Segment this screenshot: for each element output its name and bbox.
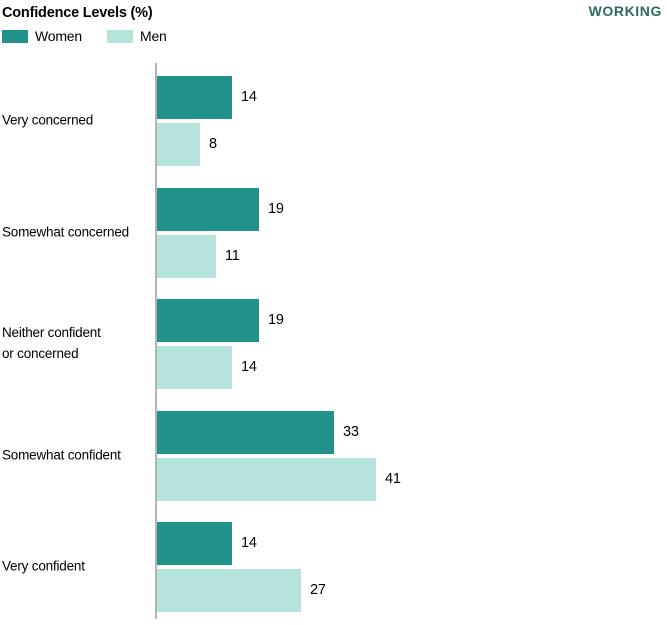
value-label-men-5: 27 (310, 582, 326, 598)
category-label-line: Very concerned (2, 112, 94, 128)
value-label-men-4: 41 (385, 471, 401, 487)
legend-swatch-men (106, 29, 133, 43)
bar-men-5 (157, 569, 301, 612)
legend-label: Women (35, 28, 82, 44)
value-label-men-3: 14 (241, 359, 257, 375)
bar-women-5 (157, 522, 232, 565)
category-label: Neither confident or concerned (2, 323, 152, 365)
category-label-line: Neither confident (2, 325, 101, 341)
category-label-line: Somewhat confident (2, 447, 121, 463)
category-label: Very confident (2, 557, 152, 578)
legend-item-men: Men (106, 28, 167, 44)
legend-item-women: Women (2, 28, 82, 44)
working-brand-label: WORKING (588, 3, 662, 19)
legend-label: Men (139, 28, 167, 44)
bar-men-4 (157, 458, 376, 501)
value-label-women-1: 14 (241, 89, 257, 105)
value-label-men-1: 8 (209, 136, 217, 152)
category-label-line: or concerned (2, 346, 79, 361)
bar-women-1 (157, 76, 232, 119)
bar-women-4 (157, 411, 334, 454)
bar-men-1 (157, 123, 200, 166)
y-axis-line (155, 63, 157, 619)
category-label-line: Very confident (2, 558, 85, 574)
bar-women-3 (157, 299, 259, 342)
category-label: Very concerned (2, 111, 152, 132)
legend-swatch-women (2, 29, 28, 43)
chart-title: Confidence Levels (%) (2, 5, 153, 21)
value-label-women-4: 33 (343, 424, 359, 440)
bar-men-2 (157, 235, 216, 278)
value-label-women-2: 19 (268, 201, 284, 217)
value-label-women-5: 14 (241, 535, 257, 551)
value-label-men-2: 11 (225, 248, 240, 264)
legend: Women Men (2, 28, 167, 44)
bar-men-3 (157, 346, 232, 389)
category-label-line: Somewhat concerned (2, 224, 129, 240)
category-label: Somewhat concerned (2, 223, 152, 244)
value-label-women-3: 19 (268, 312, 284, 328)
bar-women-2 (157, 188, 259, 231)
category-label: Somewhat confident (2, 446, 152, 467)
